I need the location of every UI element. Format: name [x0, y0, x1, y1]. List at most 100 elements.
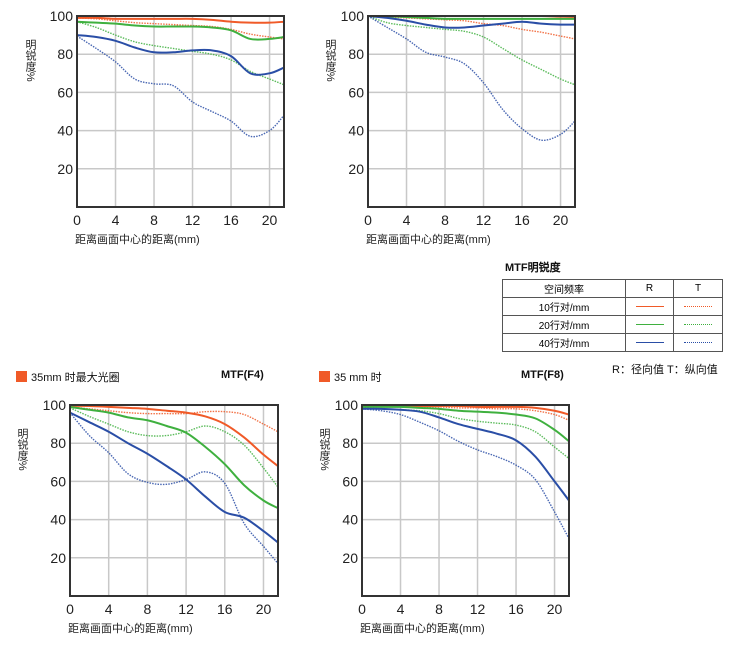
- x-tick-label: 12: [178, 601, 194, 617]
- y-tick-label: 40: [348, 123, 364, 139]
- legend-table: 空间频率 R T 10行对/mm 20行对/mm 40行对/mm: [502, 279, 723, 352]
- x-tick-label: 0: [66, 601, 74, 617]
- series-40-t-line: [69, 412, 279, 564]
- x-tick-label: 4: [105, 601, 113, 617]
- x-tick-label: 4: [403, 212, 411, 228]
- series-group: [361, 404, 570, 540]
- series-40-r-line: [76, 34, 285, 76]
- legend-header-t: T: [673, 279, 723, 298]
- y-tick-label: 40: [57, 123, 73, 139]
- x-tick-label: 0: [358, 601, 366, 617]
- series-group: [76, 16, 285, 138]
- section-f8-title: MTF(F8): [521, 369, 564, 381]
- series-20-t-line: [361, 407, 570, 460]
- section-f4-label: 35mm 时最大光圈: [16, 369, 120, 385]
- mtf-chart-2: 20 40 60 80 100 0 4 8 12 16 20 距离画面中心的距离(mm) 明锐度%: [324, 8, 576, 246]
- series-20-t-line: [76, 21, 285, 86]
- x-tick-label: 20: [547, 601, 563, 617]
- series-40-t-line: [76, 35, 285, 138]
- series-20-r-line: [362, 405, 570, 443]
- legend-title: MTF明锐度: [505, 262, 561, 274]
- series-40-r-line: [367, 15, 576, 29]
- y-tick-label: 80: [57, 46, 73, 62]
- x-tick-label: 12: [476, 212, 492, 228]
- x-tick-label: 20: [553, 212, 569, 228]
- series-20-t-line: [69, 407, 279, 488]
- x-tick-label: 12: [470, 601, 486, 617]
- section-f4-title: MTF(F4): [221, 369, 264, 381]
- x-tick-label: 20: [262, 212, 278, 228]
- plot-frame: [367, 15, 576, 208]
- legend-swatch-10-t: [684, 305, 712, 307]
- x-tick-label: 4: [397, 601, 405, 617]
- legend-note: R：径向值 T：纵向值: [612, 364, 718, 376]
- y-axis-label: 明锐度%: [16, 428, 29, 471]
- x-tick-label: 8: [143, 601, 151, 617]
- y-tick-label: 40: [50, 512, 66, 528]
- legend-swatch-10-r: [635, 305, 664, 307]
- y-axis-label: 明锐度%: [324, 39, 337, 82]
- legend-header-row: 空间频率 R T: [502, 279, 723, 298]
- legend-row-20: 20行对/mm: [502, 315, 723, 334]
- y-tick-label: 60: [57, 84, 73, 100]
- y-tick-label: 60: [348, 84, 364, 100]
- series-20-t-line: [367, 15, 576, 86]
- series-10-t-line: [69, 406, 279, 433]
- x-tick-label: 12: [185, 212, 201, 228]
- legend-swatch-20-r: [635, 323, 664, 325]
- y-tick-label: 100: [341, 8, 365, 24]
- y-tick-label: 100: [335, 397, 359, 413]
- y-tick-label: 20: [348, 161, 364, 177]
- y-tick-label: 20: [57, 161, 73, 177]
- plot-frame: [361, 404, 570, 597]
- series-40-r-line: [361, 407, 570, 502]
- series-40-t-line: [361, 408, 570, 540]
- series-40-t-line: [367, 15, 576, 142]
- x-axis-label: 距离画面中心的距离(mm): [360, 621, 485, 635]
- plot-frame: [69, 404, 279, 597]
- mtf-chart-1: 20 40 60 80 100 0 4 8 12 16 20 距离画面中心的距离(mm) 明锐度%: [24, 8, 285, 246]
- mtf-chart-3: 20 40 60 80 100 0 4 8 12 16 20 距离画面中心的距离(mm) 明锐度%: [16, 397, 279, 635]
- section-f4-text: 35mm 时最大光圈: [31, 372, 120, 384]
- x-tick-label: 16: [223, 212, 239, 228]
- y-tick-label: 60: [50, 473, 66, 489]
- orange-square-icon: [16, 371, 27, 382]
- mtf-chart-4: 20 40 60 80 100 0 4 8 12 16 20 距离画面中心的距离(mm) 明锐度%: [318, 397, 570, 635]
- legend-header-r: R: [625, 279, 674, 298]
- y-tick-label: 80: [348, 46, 364, 62]
- legend-header-freq: 空间频率: [502, 279, 626, 298]
- series-group: [69, 404, 279, 564]
- y-axis-label: 明锐度%: [318, 428, 331, 471]
- legend-swatch-20-t: [684, 323, 712, 325]
- series-10-t-line: [362, 406, 570, 421]
- y-tick-label: 20: [50, 550, 66, 566]
- y-tick-label: 80: [50, 435, 66, 451]
- plot-frame: [76, 15, 285, 208]
- series-10-r-line: [69, 404, 279, 467]
- series-20-r-line: [69, 405, 279, 510]
- series-group: [367, 14, 576, 142]
- x-tick-label: 16: [514, 212, 530, 228]
- series-20-r-line: [76, 20, 285, 41]
- x-tick-label: 0: [73, 212, 81, 228]
- series-10-t-line: [76, 17, 285, 40]
- x-tick-label: 16: [217, 601, 233, 617]
- x-tick-label: 4: [112, 212, 120, 228]
- y-tick-label: 60: [342, 473, 358, 489]
- y-axis-label: 明锐度%: [24, 39, 37, 82]
- series-10-r-line: [76, 16, 285, 24]
- x-axis-label: 距离画面中心的距离(mm): [68, 621, 193, 635]
- legend-row-label: 40行对/mm: [502, 333, 626, 352]
- legend-row-10: 10行对/mm: [502, 297, 723, 316]
- x-tick-label: 0: [364, 212, 372, 228]
- series-10-t-line: [367, 15, 576, 40]
- x-tick-label: 8: [435, 601, 443, 617]
- series-40-r-line: [69, 411, 279, 544]
- x-tick-label: 20: [256, 601, 272, 617]
- x-tick-label: 16: [508, 601, 524, 617]
- x-axis-label: 距离画面中心的距离(mm): [366, 232, 491, 246]
- y-tick-label: 80: [342, 435, 358, 451]
- legend-swatch-40-r: [635, 341, 664, 343]
